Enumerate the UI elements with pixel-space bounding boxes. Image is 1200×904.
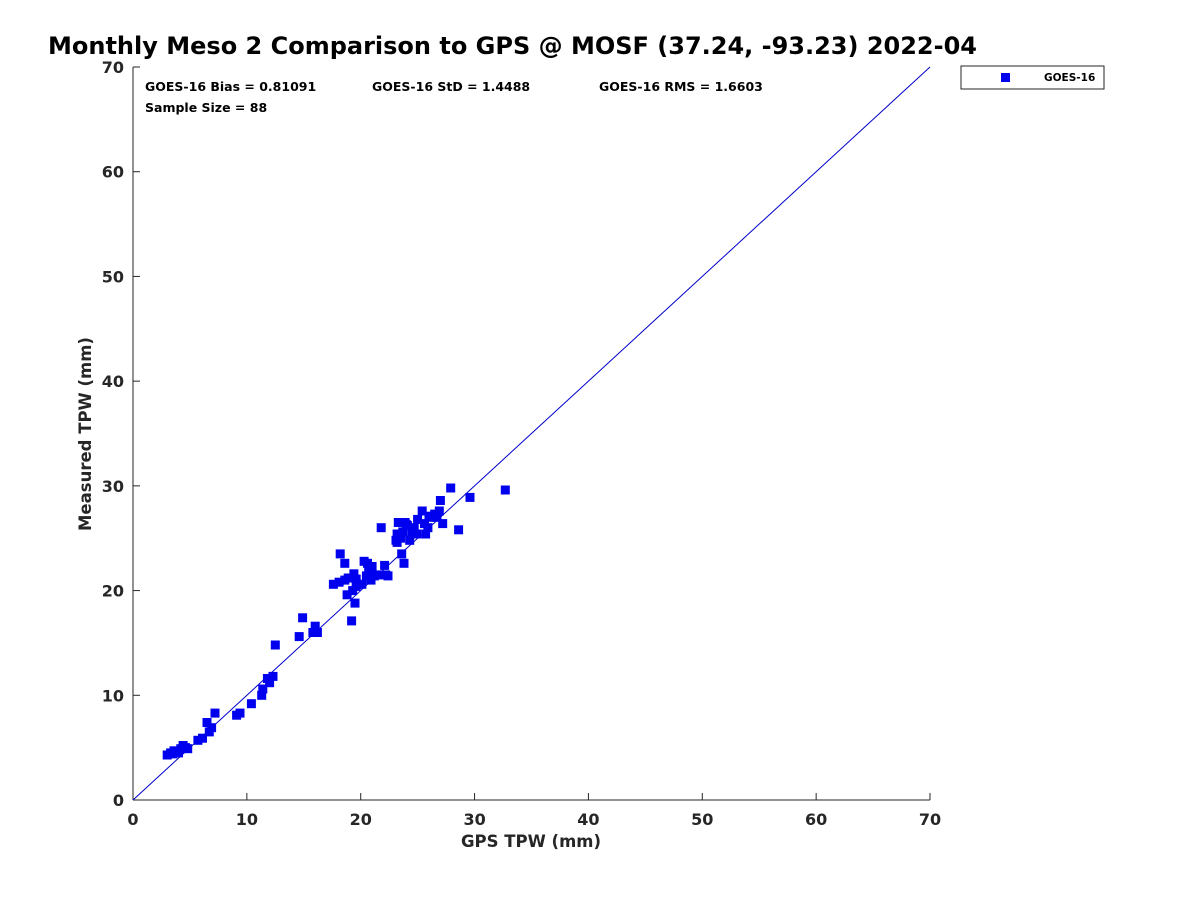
x-tick-label: 70: [919, 810, 941, 829]
x-tick-label: 10: [236, 810, 258, 829]
data-point: [207, 723, 217, 733]
data-point: [343, 573, 353, 583]
data-point: [399, 558, 409, 568]
data-point: [401, 520, 411, 530]
x-axis-label: GPS TPW (mm): [461, 832, 601, 851]
data-point: [235, 708, 245, 718]
bias-stat: GOES-16 Bias = 0.81091: [145, 79, 316, 94]
data-point: [198, 733, 207, 743]
y-tick-label: 30: [102, 477, 124, 496]
data-point: [412, 529, 421, 539]
data-point: [380, 560, 390, 570]
goes16-points: [162, 483, 510, 760]
data-point: [294, 632, 304, 642]
data-point: [183, 744, 193, 754]
y-tick-label: 70: [102, 58, 124, 77]
data-point: [383, 571, 393, 581]
data-point: [258, 684, 268, 694]
data-point: [409, 523, 419, 533]
y-tick-label: 10: [102, 686, 124, 705]
y-tick-label: 60: [102, 163, 124, 182]
y-tick-label: 40: [102, 372, 124, 391]
y-axis-label: Measured TPW (mm): [76, 337, 95, 531]
data-point: [357, 579, 367, 589]
data-point: [465, 492, 475, 502]
data-point: [423, 523, 433, 533]
data-point: [364, 567, 374, 577]
data-point: [367, 562, 377, 571]
data-point: [435, 496, 445, 505]
rms-stat: GOES-16 RMS = 1.6603: [599, 79, 763, 94]
data-point: [334, 577, 344, 587]
data-point: [446, 483, 456, 493]
data-point: [351, 574, 361, 584]
data-point: [342, 590, 352, 600]
data-point: [210, 708, 220, 718]
legend: GOES-16: [960, 65, 1105, 90]
data-point: [193, 735, 203, 745]
chart-title: Monthly Meso 2 Comparison to GPS @ MOSF …: [48, 32, 977, 60]
y-tick-label: 0: [113, 791, 124, 810]
y-axis-ticks: 0 10 20 30 40 50 60 70: [102, 58, 140, 810]
data-point: [246, 699, 256, 709]
data-point: [397, 549, 407, 559]
data-point: [413, 514, 423, 524]
data-point: [310, 621, 320, 631]
x-tick-label: 50: [691, 810, 713, 829]
y-tick-label: 50: [102, 267, 124, 286]
x-tick-label: 0: [127, 810, 138, 829]
data-point: [298, 613, 308, 623]
data-point: [417, 506, 427, 516]
data-point: [376, 523, 386, 533]
legend-box: [960, 65, 1105, 90]
x-tick-label: 30: [463, 810, 485, 829]
x-tick-label: 40: [577, 810, 599, 829]
data-point: [340, 558, 350, 568]
data-point: [454, 525, 464, 535]
data-point: [351, 581, 361, 591]
data-point: [392, 537, 402, 547]
data-point: [335, 549, 345, 559]
data-point: [270, 640, 280, 650]
data-point: [350, 598, 360, 608]
data-point: [347, 616, 357, 626]
data-point: [421, 529, 431, 539]
data-point: [202, 718, 212, 727]
x-tick-label: 20: [350, 810, 372, 829]
data-point: [268, 671, 278, 681]
data-point: [363, 558, 372, 568]
data-point: [405, 535, 415, 545]
x-axis-ticks: 0 10 20 30 40 50 60 70: [127, 793, 941, 829]
data-point: [438, 519, 448, 529]
data-point: [432, 512, 442, 522]
data-point: [398, 527, 408, 537]
data-point: [434, 506, 444, 516]
y-tick-label: 20: [102, 582, 124, 601]
data-point: [265, 678, 275, 688]
data-point: [393, 518, 403, 527]
data-point: [328, 579, 338, 589]
legend-label-goes16: GOES-16: [1044, 72, 1095, 84]
data-point: [312, 628, 322, 637]
x-tick-label: 60: [805, 810, 827, 829]
sample-size-stat: Sample Size = 88: [145, 100, 267, 115]
std-stat: GOES-16 StD = 1.4488: [372, 79, 530, 94]
data-point: [373, 570, 383, 580]
legend-marker-square-icon: [1001, 73, 1010, 82]
data-point: [349, 569, 359, 579]
data-point: [500, 485, 510, 495]
data-point: [257, 690, 267, 700]
